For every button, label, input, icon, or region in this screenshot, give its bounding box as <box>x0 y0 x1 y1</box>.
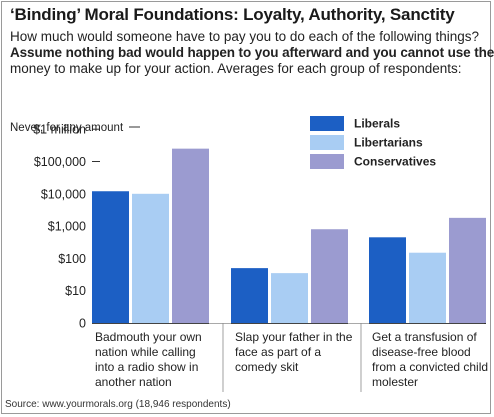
category-label-line: Slap your father in the <box>235 330 353 344</box>
chart-title: ‘Binding’ Moral Foundations: Loyalty, Au… <box>10 5 455 24</box>
y-tick-label: $10 <box>65 284 86 298</box>
category-label-line: Get a transfusion of <box>372 330 477 344</box>
y-tick-label: $10,000 <box>41 187 86 201</box>
category-label-2: Slap your father in the face as part of a… <box>235 330 352 375</box>
category-label-line: from a convicted child <box>372 360 489 374</box>
bar-conservatives-3 <box>449 217 486 323</box>
y-tick-label: $100 <box>58 252 86 266</box>
bar-libertarians-1 <box>132 193 169 323</box>
category-label-3: Get a transfusion of disease-free blood fr… <box>372 330 488 390</box>
bar-liberals-1 <box>92 191 129 323</box>
category-label-line: molester <box>372 375 419 389</box>
y-tick-label: $1 million <box>33 123 86 137</box>
bar-liberals-2 <box>231 268 268 323</box>
category-label-line: another nation <box>95 375 172 389</box>
bar-conservatives-1 <box>172 148 209 323</box>
y-tick-label: $100,000 <box>34 155 86 169</box>
bar-conservatives-2 <box>311 229 348 323</box>
source-note: Source: www.yourmorals.org (18,946 respo… <box>5 399 231 410</box>
bar-liberals-3 <box>369 237 406 323</box>
category-label-line: disease-free blood <box>372 345 471 359</box>
legend-label-liberals: Liberals <box>354 117 400 131</box>
legend-swatch-conservatives <box>310 154 344 169</box>
category-label-line: into a radio show in <box>95 360 199 374</box>
bar-libertarians-3 <box>409 252 446 323</box>
legend-label-conservatives: Conservatives <box>354 155 436 169</box>
category-label-line: comedy skit <box>235 360 299 374</box>
legend-label-libertarians: Libertarians <box>354 136 423 150</box>
question-line-2: Assume nothing bad would happen to you a… <box>10 45 494 60</box>
legend-swatch-libertarians <box>310 135 344 150</box>
legend-swatch-liberals <box>310 116 344 131</box>
question-line-3: money to make up for your action. Averag… <box>10 61 462 76</box>
y-tick-label: $1,000 <box>48 220 86 234</box>
y-tick-label: 0 <box>79 317 86 331</box>
category-label-line: Badmouth your own <box>95 330 202 344</box>
bar-libertarians-2 <box>271 273 308 323</box>
category-label-line: nation while calling <box>95 345 196 359</box>
question-line-1: How much would someone have to pay you t… <box>10 29 480 44</box>
category-label-1: Badmouth your own nation while calling int… <box>95 330 202 390</box>
y-tick-label-never: Never, for any amount <box>10 122 124 134</box>
category-label-line: face as part of a <box>235 345 322 359</box>
